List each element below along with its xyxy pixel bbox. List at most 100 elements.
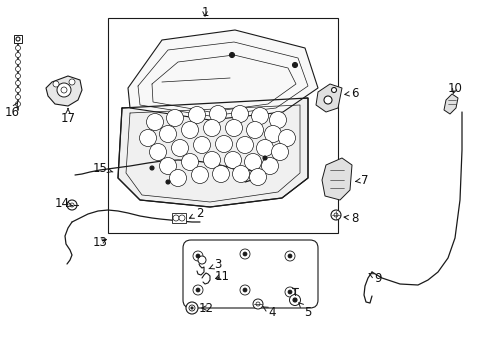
Circle shape [271,144,289,161]
Circle shape [243,252,247,256]
Text: 3: 3 [209,258,221,271]
Circle shape [179,215,185,221]
Circle shape [16,67,21,72]
Circle shape [293,298,297,302]
Circle shape [216,135,232,153]
Circle shape [186,302,198,314]
Circle shape [334,213,338,217]
Circle shape [249,168,267,185]
Circle shape [70,203,74,207]
Circle shape [293,63,297,68]
Circle shape [288,254,292,258]
Text: 13: 13 [93,235,107,248]
Polygon shape [128,30,318,120]
Circle shape [140,130,156,147]
Circle shape [16,37,20,41]
Circle shape [253,299,263,309]
Circle shape [16,87,21,93]
Polygon shape [322,158,352,200]
Circle shape [332,87,337,93]
Text: 1: 1 [201,5,209,18]
Circle shape [166,180,170,184]
Polygon shape [444,94,458,114]
Circle shape [181,122,198,139]
Circle shape [237,136,253,153]
Circle shape [189,305,195,311]
Circle shape [210,105,226,122]
Circle shape [262,158,278,175]
Circle shape [198,256,206,264]
Text: 11: 11 [215,270,229,283]
Circle shape [246,122,264,139]
Circle shape [225,120,243,136]
Circle shape [16,73,21,78]
Circle shape [240,249,250,259]
Circle shape [270,112,287,129]
Circle shape [16,102,21,107]
Text: 12: 12 [198,302,214,315]
Circle shape [265,126,281,143]
Circle shape [224,152,242,168]
Circle shape [203,152,220,168]
Polygon shape [118,98,308,207]
Circle shape [170,170,187,186]
Circle shape [189,107,205,123]
Polygon shape [316,84,342,112]
Circle shape [232,166,249,183]
Circle shape [61,87,67,93]
Bar [108,18,338,233]
Circle shape [196,254,200,258]
Circle shape [16,59,21,64]
Circle shape [57,83,71,97]
Text: 6: 6 [345,86,359,99]
Circle shape [172,140,189,157]
Circle shape [69,79,75,85]
Circle shape [256,302,260,306]
Circle shape [324,96,332,104]
Circle shape [147,113,164,131]
Circle shape [290,294,300,306]
Text: 15: 15 [93,162,113,175]
Circle shape [173,215,179,221]
Circle shape [193,285,203,295]
Text: 7: 7 [356,174,369,186]
Circle shape [16,45,21,50]
Circle shape [16,95,21,99]
Text: 14: 14 [54,197,73,210]
Circle shape [288,290,292,294]
Circle shape [251,108,269,125]
Text: 10: 10 [447,81,463,95]
Text: 8: 8 [344,212,359,225]
Circle shape [194,136,211,153]
Circle shape [160,126,176,143]
Circle shape [193,251,203,261]
Circle shape [213,166,229,183]
Circle shape [167,109,183,126]
Circle shape [240,285,250,295]
Circle shape [16,81,21,86]
Circle shape [150,166,154,170]
Circle shape [263,156,267,160]
Circle shape [203,120,220,136]
Circle shape [196,288,200,292]
Bar [172,213,186,223]
Text: 17: 17 [60,109,75,125]
Circle shape [278,130,295,147]
Circle shape [231,105,248,122]
Circle shape [229,53,235,58]
Text: 16: 16 [4,103,20,118]
Text: 9: 9 [369,271,382,284]
Circle shape [192,166,209,184]
Circle shape [243,288,247,292]
Circle shape [331,210,341,220]
Circle shape [256,140,273,157]
Circle shape [285,251,295,261]
Circle shape [191,307,193,309]
Polygon shape [46,76,82,106]
Circle shape [67,200,77,210]
Circle shape [16,53,21,58]
Bar [14,35,22,43]
Circle shape [285,287,295,297]
Circle shape [245,153,262,171]
Circle shape [149,144,167,161]
